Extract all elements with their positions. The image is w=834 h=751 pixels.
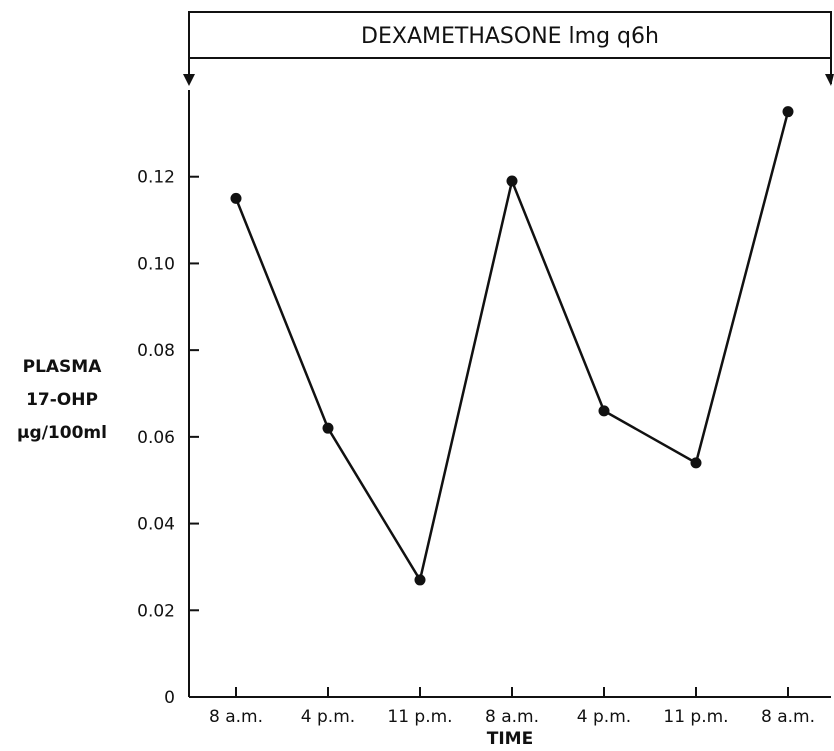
- data-point: [598, 405, 610, 417]
- y-tick-label: 0.12: [137, 168, 175, 188]
- data-point: [322, 422, 334, 434]
- x-ticks: 8 a.m. 4 p.m. 11 p.m. 8 a.m. 4 p.m. 11 p.m. 8 …: [209, 687, 815, 727]
- y-axis-title-line-3: μg/100ml: [17, 423, 107, 443]
- data-point: [690, 457, 702, 469]
- x-tick-label: 4 p.m.: [577, 707, 631, 727]
- y-tick-label: 0.10: [137, 254, 175, 274]
- x-tick-label: 8 a.m.: [209, 707, 263, 727]
- y-tick-label: 0.06: [137, 428, 175, 448]
- banner-right-arrow-icon: [825, 74, 834, 86]
- data-point: [230, 192, 242, 204]
- series-plasma-17ohp: [230, 106, 794, 586]
- y-axis-title-line-2: 17-OHP: [26, 390, 98, 410]
- y-tick-label: 0.04: [137, 515, 175, 535]
- x-tick-label: 4 p.m.: [301, 707, 355, 727]
- y-ticks: 0 0.02 0.04 0.06 0.08 0.10 0.12: [137, 168, 199, 708]
- x-tick-label: 11 p.m.: [663, 707, 728, 727]
- x-tick-label: 11 p.m.: [387, 707, 452, 727]
- y-tick-label: 0: [164, 688, 175, 708]
- banner-box: [188, 11, 832, 59]
- x-tick-label: 8 a.m.: [761, 707, 815, 727]
- x-axis-title: TIME: [487, 729, 533, 749]
- banner-left-arrow-icon: [183, 74, 195, 86]
- data-point: [414, 574, 426, 586]
- y-axis-title-line-1: PLASMA: [23, 357, 103, 377]
- y-tick-label: 0.02: [137, 601, 175, 621]
- treatment-banner: DEXAMETHASONE lmg q6h: [183, 11, 834, 86]
- x-tick-label: 8 a.m.: [485, 707, 539, 727]
- data-point: [506, 175, 518, 187]
- y-tick-label: 0.08: [137, 341, 175, 361]
- banner-label: DEXAMETHASONE lmg q6h: [361, 24, 659, 49]
- data-point: [782, 106, 794, 118]
